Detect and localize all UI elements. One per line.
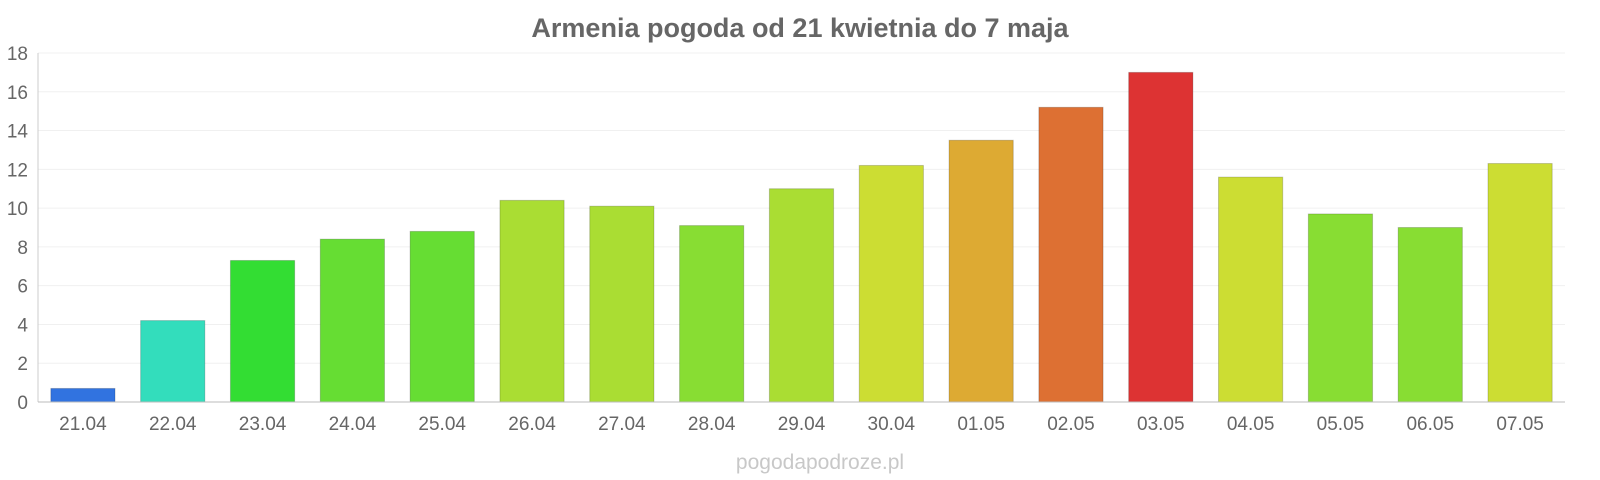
y-tick-label: 4 bbox=[17, 315, 28, 336]
x-tick-label: 04.05 bbox=[1227, 414, 1275, 435]
x-axis-ticks: 21.04 22.04 23.04 24.04 25.04 26.04 27.04 28.04… bbox=[59, 414, 1544, 435]
bar bbox=[1487, 163, 1553, 403]
x-tick-label: 05.05 bbox=[1317, 414, 1365, 435]
x-tick-label: 25.04 bbox=[418, 414, 466, 435]
bar bbox=[858, 164, 924, 403]
bar bbox=[1038, 106, 1104, 403]
bar bbox=[1128, 71, 1194, 403]
x-tick-label: 24.04 bbox=[329, 414, 377, 435]
bar bbox=[589, 205, 655, 403]
y-tick-label: 16 bbox=[7, 83, 28, 104]
watermark-text: pogodapodroze.pl bbox=[736, 451, 904, 474]
x-tick-label: 07.05 bbox=[1496, 414, 1544, 435]
x-tick-label: 23.04 bbox=[239, 414, 287, 435]
x-tick-label: 03.05 bbox=[1137, 414, 1185, 435]
y-tick-label: 0 bbox=[17, 393, 28, 414]
bar bbox=[499, 199, 565, 403]
x-tick-label: 30.04 bbox=[868, 414, 916, 435]
x-tick-label: 26.04 bbox=[508, 414, 556, 435]
y-tick-label: 12 bbox=[7, 160, 28, 181]
bar bbox=[1397, 227, 1463, 403]
x-tick-label: 27.04 bbox=[598, 414, 646, 435]
x-tick-label: 29.04 bbox=[778, 414, 826, 435]
x-tick-label: 22.04 bbox=[149, 414, 197, 435]
bar bbox=[409, 230, 475, 403]
y-axis-ticks: 0 2 4 6 8 10 12 14 16 18 bbox=[7, 44, 29, 414]
chart-title: Armenia pogoda od 21 kwietnia do 7 maja bbox=[531, 13, 1069, 43]
x-tick-label: 21.04 bbox=[59, 414, 107, 435]
bar bbox=[229, 259, 296, 403]
y-tick-label: 6 bbox=[17, 277, 28, 298]
bar bbox=[768, 188, 835, 403]
x-tick-label: 28.04 bbox=[688, 414, 736, 435]
bar bbox=[948, 139, 1014, 403]
bar bbox=[140, 320, 206, 403]
y-tick-label: 18 bbox=[7, 44, 28, 65]
bar bbox=[50, 387, 116, 403]
bar bbox=[679, 225, 745, 403]
bar bbox=[1218, 176, 1284, 403]
bar bbox=[1307, 213, 1374, 403]
x-tick-label: 01.05 bbox=[957, 414, 1005, 435]
y-tick-label: 14 bbox=[7, 122, 29, 143]
y-tick-label: 2 bbox=[17, 354, 28, 375]
x-tick-label: 02.05 bbox=[1047, 414, 1095, 435]
bar bbox=[319, 238, 385, 403]
x-tick-label: 06.05 bbox=[1406, 414, 1454, 435]
y-tick-label: 8 bbox=[17, 238, 28, 259]
axes bbox=[37, 53, 1565, 403]
bars bbox=[50, 71, 1553, 403]
y-tick-label: 10 bbox=[7, 199, 28, 220]
